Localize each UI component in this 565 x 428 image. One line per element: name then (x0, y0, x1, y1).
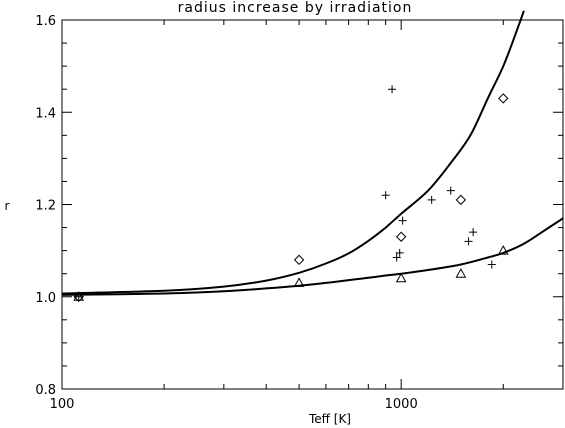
plus-marker (487, 260, 496, 269)
y-axis-label: r (5, 199, 10, 213)
triangle-marker (293, 277, 305, 287)
diamond-marker (498, 93, 509, 104)
plus-marker (381, 191, 390, 200)
plus-marker (398, 216, 407, 225)
triangle-marker (497, 245, 509, 255)
diamond-marker (73, 291, 84, 302)
triangle-marker (455, 268, 467, 278)
plus-marker (464, 237, 473, 246)
y-tick-label: 1.2 (35, 199, 56, 214)
model-curve-2 (61, 217, 564, 296)
model-curves (61, 10, 564, 296)
x-tick-label: 100 (50, 397, 75, 412)
plus-marker (446, 186, 455, 195)
plus-marker (469, 228, 478, 237)
ticks (61, 19, 564, 390)
y-tick-label: 1.4 (35, 106, 56, 121)
plus-marker (427, 195, 436, 204)
data-markers (73, 85, 509, 302)
y-tick-label: 1.6 (35, 14, 56, 29)
diamond-marker (293, 254, 305, 266)
model-curve-1 (61, 10, 525, 295)
plot-frame (61, 19, 564, 390)
triangle-marker (395, 272, 407, 283)
x-axis-label: Teff [K] (308, 412, 351, 426)
x-tick-label: 1000 (385, 397, 418, 412)
tick-labels: 100 1000 0.8 1.0 1.2 1.4 1.6 (35, 14, 417, 412)
diamond-marker (395, 231, 407, 242)
plus-marker (392, 253, 401, 262)
plus-marker (388, 85, 397, 94)
plus-marker (395, 248, 404, 257)
triangle-marker (73, 291, 85, 301)
y-tick-label: 0.8 (35, 383, 56, 398)
diamond-marker (455, 194, 467, 206)
chart-title: radius increase by irradiation (178, 0, 413, 16)
y-tick-label: 1.0 (35, 291, 56, 306)
